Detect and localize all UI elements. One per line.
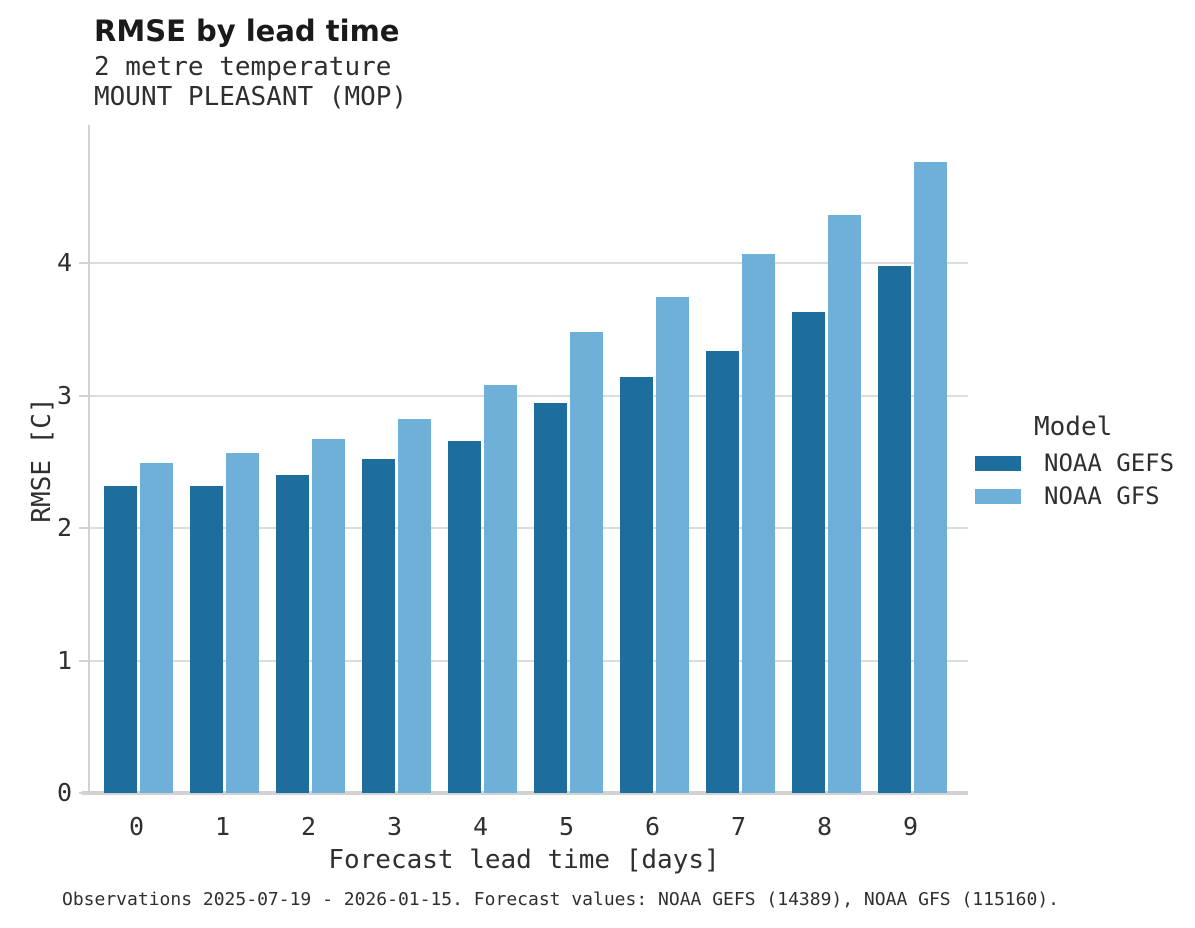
legend: Model NOAA GEFS NOAA GFS	[975, 412, 1174, 508]
bar-noaa-gefs	[706, 350, 739, 793]
bar-noaa-gfs	[828, 215, 861, 793]
bar-group-day-7	[706, 253, 775, 793]
bar-noaa-gefs	[534, 403, 567, 793]
bar-group-day-1	[190, 452, 259, 793]
chart-subtitle: 2 metre temperature	[94, 52, 392, 82]
y-tick-mark-3	[79, 394, 88, 397]
x-axis-line	[82, 791, 968, 795]
y-tick-mark-0	[79, 792, 88, 794]
y-tick-label-0: 0	[56, 778, 72, 807]
bar-noaa-gfs	[570, 331, 603, 793]
bar-group-day-3	[362, 419, 431, 793]
legend-entries: NOAA GEFS NOAA GFS	[975, 451, 1174, 508]
bar-noaa-gefs	[362, 459, 395, 793]
x-tick-label-0: 0	[128, 812, 145, 841]
bar-noaa-gefs	[190, 485, 223, 793]
legend-row-noaa-gefs: NOAA GEFS	[975, 451, 1174, 475]
legend-swatch-noaa-gefs	[975, 455, 1021, 471]
bar-noaa-gfs	[484, 384, 517, 793]
bar-noaa-gfs	[398, 419, 431, 793]
y-tick-label-3: 3	[56, 380, 72, 410]
bar-noaa-gefs	[878, 265, 911, 793]
gridline-y-2	[90, 527, 968, 529]
legend-label-noaa-gefs: NOAA GEFS	[1044, 449, 1175, 477]
gridline-y-4	[90, 262, 968, 264]
caption: Observations 2025-07-19 - 2026-01-15. Fo…	[62, 889, 1059, 910]
x-tick-label-9: 9	[902, 812, 919, 841]
bar-noaa-gfs	[140, 463, 173, 793]
legend-row-noaa-gfs: NOAA GFS	[975, 484, 1174, 508]
y-tick-mark-4	[79, 262, 88, 264]
bar-group-day-8	[792, 215, 861, 793]
legend-title: Model	[1034, 412, 1113, 442]
legend-label-noaa-gfs: NOAA GFS	[1044, 482, 1160, 510]
x-tick-label-8: 8	[816, 812, 833, 841]
bar-noaa-gefs	[792, 312, 825, 793]
bar-noaa-gefs	[276, 475, 309, 793]
plot-area	[88, 125, 968, 793]
y-tick-label-4: 4	[56, 248, 72, 277]
bar-noaa-gefs	[620, 376, 653, 793]
bar-group-day-9	[878, 162, 947, 793]
station-name: MOUNT PLEASANT (MOP)	[94, 82, 408, 112]
x-tick-label-6: 6	[644, 812, 661, 841]
bar-noaa-gfs	[914, 162, 947, 793]
page-title: RMSE by lead time	[94, 14, 400, 48]
y-tick-mark-2	[79, 527, 88, 529]
x-tick-label-3: 3	[386, 812, 403, 841]
bar-noaa-gfs	[742, 253, 775, 793]
x-tick-label-1: 1	[214, 812, 231, 841]
x-tick-label-5: 5	[558, 812, 575, 841]
bar-noaa-gefs	[448, 440, 481, 793]
x-tick-label-2: 2	[300, 812, 317, 841]
y-tick-label-2: 2	[56, 513, 72, 542]
x-tick-label-7: 7	[730, 812, 747, 841]
legend-swatch-noaa-gfs	[975, 488, 1021, 504]
x-tick-labels: 0 1 2 3 4 5 6 7 8 9	[88, 812, 974, 842]
bar-noaa-gfs	[656, 297, 689, 793]
bar-noaa-gefs	[104, 485, 137, 793]
bar-noaa-gfs	[312, 439, 345, 793]
gridline-y-3	[90, 394, 968, 397]
bar-group-day-2	[276, 439, 345, 793]
gridline-y-1	[90, 659, 968, 662]
bar-group-day-4	[448, 384, 517, 793]
bar-group-day-0	[104, 463, 173, 793]
bar-group-day-5	[534, 331, 603, 793]
y-tick-label-1: 1	[56, 645, 72, 675]
bar-group-day-6	[620, 297, 689, 793]
x-axis-title: Forecast lead time [days]	[328, 845, 720, 875]
bar-noaa-gfs	[226, 452, 259, 793]
y-axis-title: RMSE [C]	[27, 397, 57, 523]
y-tick-mark-1	[79, 659, 88, 662]
bars-container	[90, 125, 962, 793]
x-tick-label-4: 4	[472, 812, 489, 841]
